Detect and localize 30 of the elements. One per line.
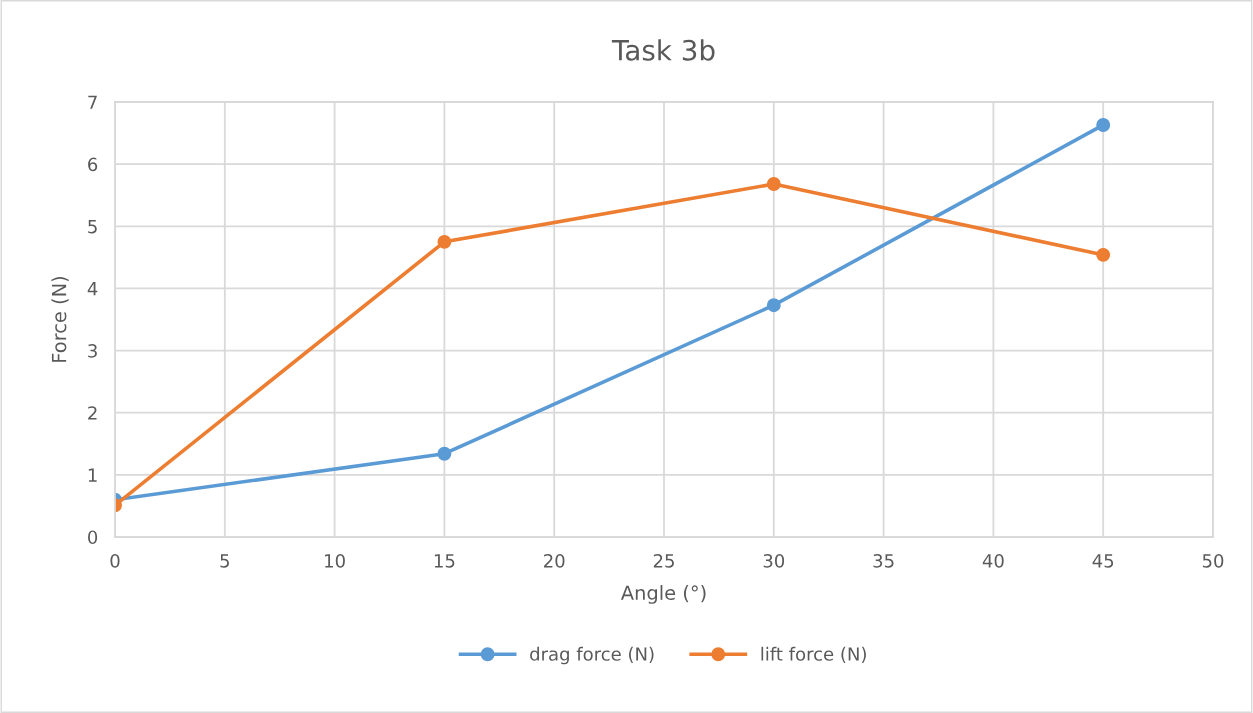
y-tick-label: 5 xyxy=(88,219,97,234)
point xyxy=(766,177,781,191)
x-tick-label: 15 xyxy=(434,554,455,568)
x-tick-label: 0 xyxy=(110,553,120,568)
point xyxy=(1096,118,1111,132)
chart-title: Task 3b xyxy=(611,39,715,61)
x-tick-label: 5 xyxy=(220,554,229,568)
y-tick-label: 0 xyxy=(88,530,98,545)
legend-label: lift force (N) xyxy=(761,646,866,663)
point xyxy=(1096,247,1111,262)
y-tick-label: 6 xyxy=(88,157,98,172)
y-axis-title: Force (N) xyxy=(51,276,69,362)
point xyxy=(766,298,781,313)
x-tick-label: 40 xyxy=(982,553,1004,568)
y-tick-label: 3 xyxy=(88,344,97,358)
legend-label: drag force (N) xyxy=(530,646,654,665)
point xyxy=(437,234,452,249)
x-tick-label: 50 xyxy=(1202,553,1224,568)
y-tick-label: 7 xyxy=(88,95,97,109)
x-tick-label: 35 xyxy=(873,553,894,568)
point xyxy=(437,446,452,461)
x-tick-label: 30 xyxy=(763,553,785,568)
x-tick-label: 10 xyxy=(325,553,345,568)
y-tick-label: 4 xyxy=(87,282,98,296)
y-tick-label: 2 xyxy=(88,406,97,420)
x-tick-label: 45 xyxy=(1092,554,1114,568)
x-axis-title: Angle (°) xyxy=(620,585,706,604)
x-tick-label: 25 xyxy=(653,553,674,568)
y-tick-label: 1 xyxy=(88,468,97,482)
x-tick-label: 20 xyxy=(544,553,565,568)
